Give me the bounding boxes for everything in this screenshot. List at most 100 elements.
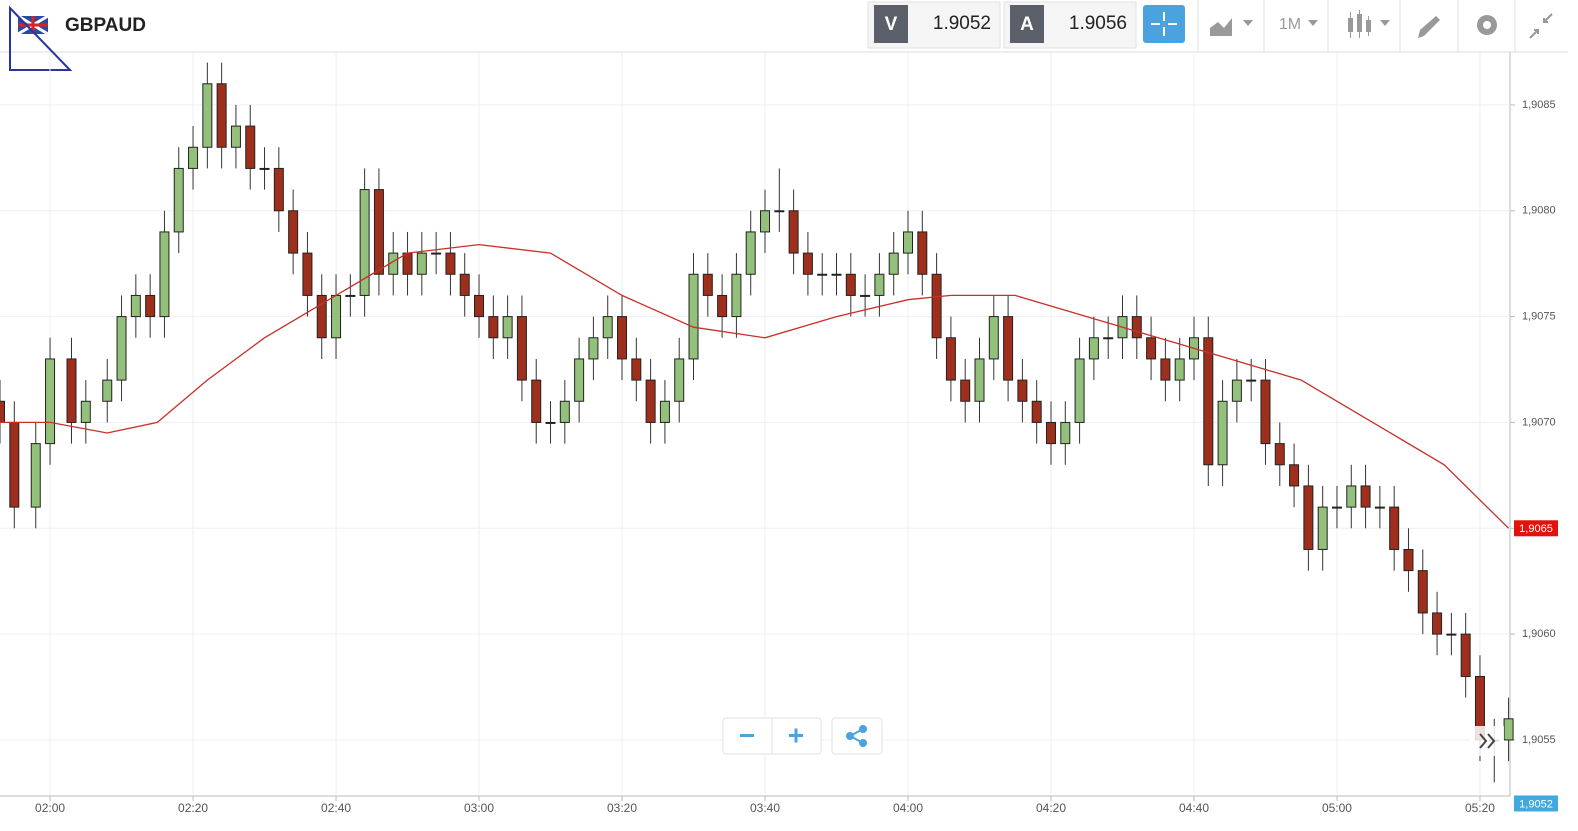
candle-body <box>1246 379 1257 382</box>
price-marker <box>1514 795 1558 812</box>
candle-body <box>860 294 871 297</box>
scroll-end-button[interactable] <box>1470 726 1504 756</box>
price-marker-label: 1,9052 <box>1519 798 1553 810</box>
moving-average-line <box>0 243 1510 529</box>
bid-badge <box>874 5 908 43</box>
candle-body <box>173 167 184 233</box>
candle-body <box>531 379 542 423</box>
candle-body <box>516 316 527 381</box>
chart-type-button[interactable] <box>1210 18 1232 36</box>
candle-body <box>145 294 156 318</box>
candle-body <box>66 358 77 423</box>
candle-body <box>659 400 670 423</box>
candle-body <box>1074 358 1085 423</box>
candle-body <box>1103 337 1114 340</box>
candle-body <box>960 379 971 402</box>
candle-body <box>1146 337 1157 360</box>
candle-body <box>80 400 91 423</box>
candle-body <box>888 252 899 275</box>
candle-body <box>717 294 728 318</box>
candle-body <box>1446 633 1457 636</box>
y-tick-label: 1,9060 <box>1522 628 1556 640</box>
price-marker-label: 1,9065 <box>1519 523 1553 535</box>
bid-value: 1.9052 <box>933 13 991 34</box>
candle-body <box>1088 337 1099 360</box>
candle-body <box>817 273 828 276</box>
candle-body <box>1260 379 1271 445</box>
candle-body <box>345 294 356 297</box>
crosshair-icon <box>1151 12 1177 36</box>
interval-label[interactable]: 1M <box>1279 16 1301 33</box>
candle-body <box>1274 443 1285 466</box>
x-tick-label: 04:00 <box>893 801 923 815</box>
candle-body <box>1217 400 1228 466</box>
candle-body <box>359 189 370 296</box>
candle-body <box>288 210 299 254</box>
ask-label: A <box>1020 14 1034 35</box>
x-tick-label: 02:00 <box>35 801 65 815</box>
candle-body <box>216 83 227 148</box>
candle-body <box>188 146 199 169</box>
candle-body <box>760 210 771 233</box>
candle-body <box>459 273 470 296</box>
zoom-in-button[interactable] <box>789 728 803 743</box>
bid-label: V <box>885 14 898 35</box>
candle-body <box>1203 337 1214 466</box>
candle-body <box>316 294 327 339</box>
x-tick-label: 04:40 <box>1179 801 1209 815</box>
candle-body <box>445 252 456 275</box>
candles-button[interactable] <box>1348 10 1371 38</box>
candle-body <box>1131 316 1142 339</box>
share-button[interactable] <box>846 725 867 747</box>
candle-body <box>502 316 513 339</box>
candle-body <box>945 337 956 381</box>
y-tick-label: 1,9075 <box>1522 311 1556 323</box>
zoom-out-button[interactable] <box>740 734 754 737</box>
candle-body <box>416 252 427 275</box>
candle-body <box>1346 485 1357 508</box>
candle-body <box>802 252 813 275</box>
candle-body <box>731 273 742 318</box>
candle-body <box>831 273 842 276</box>
candle-body <box>230 125 241 148</box>
collapse-button[interactable] <box>1529 13 1553 39</box>
candle-body <box>302 252 313 296</box>
x-tick-label: 02:20 <box>178 801 208 815</box>
ask-badge <box>1010 5 1044 43</box>
candle-body <box>1160 358 1171 381</box>
candle-body <box>674 358 685 402</box>
candle-body <box>974 358 985 402</box>
candle-body <box>1403 548 1414 572</box>
candle-body <box>259 167 270 170</box>
candle-body <box>1031 400 1042 423</box>
candle-body <box>116 316 127 381</box>
candle-body <box>745 231 756 275</box>
y-tick-label: 1,9085 <box>1522 99 1556 111</box>
candle-body <box>545 421 556 424</box>
candle-body <box>130 294 141 318</box>
candle-body <box>917 231 928 275</box>
candle-body <box>1303 485 1314 550</box>
candle-body <box>1003 316 1014 381</box>
crosshair-button[interactable] <box>1143 5 1185 43</box>
candle-body <box>874 273 885 296</box>
candle-body <box>988 316 999 360</box>
candle-body <box>574 358 585 402</box>
draw-button[interactable] <box>1418 16 1440 38</box>
candle-body <box>788 210 799 254</box>
zoom-controls <box>722 717 883 755</box>
candle-body <box>1374 506 1385 509</box>
candle-body <box>1017 379 1028 402</box>
candle-body <box>245 125 256 169</box>
candle-body <box>931 273 942 339</box>
candle-body <box>688 273 699 360</box>
candle-body <box>1317 506 1328 550</box>
candle-body <box>30 443 41 508</box>
candle-body <box>202 83 213 148</box>
y-tick-label: 1,9080 <box>1522 205 1556 217</box>
x-tick-label: 03:20 <box>607 801 637 815</box>
y-tick-label: 1,9055 <box>1522 734 1556 746</box>
candle-body <box>0 400 5 423</box>
candle-body <box>774 210 785 213</box>
